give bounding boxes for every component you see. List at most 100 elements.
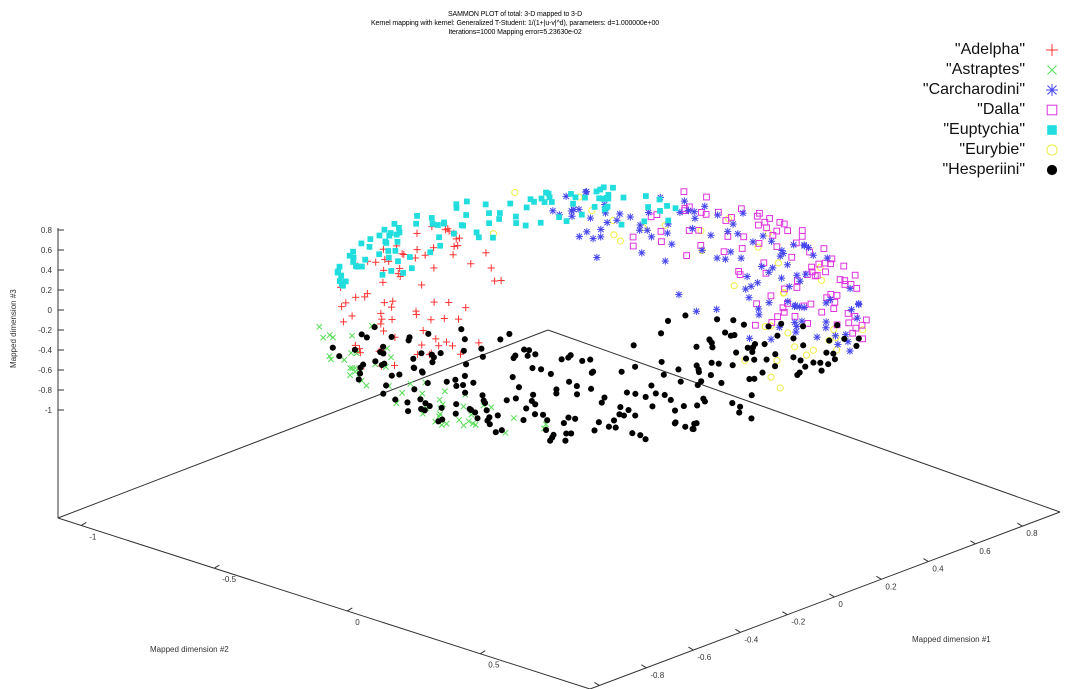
data-point: [395, 258, 401, 265]
data-point: [486, 210, 492, 217]
data-point: [512, 395, 519, 402]
data-point: [451, 230, 457, 237]
data-point: [709, 344, 716, 351]
data-point: [427, 249, 434, 256]
data-point: [573, 391, 581, 398]
data-point: [799, 323, 807, 330]
x-tick-mark: [970, 540, 976, 545]
data-point: [537, 219, 544, 226]
data-point: [329, 334, 336, 341]
data-point: [672, 205, 679, 212]
data-point: [541, 199, 548, 205]
legend-label: "Eurybie": [959, 141, 1025, 158]
data-point: [348, 312, 356, 320]
data-point: [777, 274, 786, 282]
data-point: [543, 189, 549, 196]
data-point: [780, 308, 788, 316]
data-point: [465, 418, 472, 425]
data-point: [475, 234, 482, 241]
data-point: [595, 419, 602, 426]
data-point: [383, 382, 390, 389]
data-point: [394, 238, 401, 245]
data-point: [378, 361, 385, 369]
data-point: [779, 289, 787, 297]
data-point: [419, 390, 426, 397]
data-point: [695, 368, 702, 376]
data-point: [591, 204, 598, 210]
axes-frame: [57, 228, 1061, 689]
data-point: [722, 329, 729, 336]
y-tick-mark: [81, 522, 87, 526]
data-point: [691, 214, 699, 222]
data-point: [387, 230, 394, 236]
data-point: [748, 392, 755, 399]
data-point: [626, 213, 634, 221]
data-point: [747, 282, 755, 290]
data-point: [498, 427, 505, 434]
data-point: [496, 216, 503, 222]
legend-marker: [1046, 84, 1058, 96]
data-point: [582, 188, 591, 196]
data-point: [556, 214, 563, 220]
data-point: [802, 270, 810, 278]
data-point: [363, 334, 370, 341]
data-point: [428, 215, 435, 221]
data-point: [840, 262, 848, 270]
data-point: [841, 277, 849, 284]
data-point: [637, 432, 644, 439]
data-point: [596, 195, 603, 202]
data-point: [387, 303, 396, 311]
data-point: [436, 396, 443, 403]
data-point: [638, 249, 646, 257]
data-point: [429, 244, 438, 252]
data-point: [388, 315, 396, 324]
data-point: [841, 335, 848, 342]
data-point: [834, 340, 842, 349]
data-point: [842, 330, 850, 339]
legend-symbol: [1046, 84, 1058, 96]
data-point: [562, 437, 569, 444]
data-point: [808, 268, 816, 276]
data-point: [490, 234, 496, 241]
data-point: [362, 256, 369, 263]
data-point: [779, 304, 787, 312]
data-point: [586, 214, 595, 222]
data-point: [776, 252, 784, 260]
data-point: [398, 250, 406, 258]
data-point: [326, 331, 333, 339]
data-point: [436, 234, 442, 241]
data-point: [767, 237, 776, 245]
data-point: [510, 414, 517, 422]
data-point: [563, 218, 570, 225]
data-point: [424, 380, 431, 387]
data-point: [754, 279, 762, 287]
data-point: [578, 211, 585, 218]
data-point: [479, 353, 486, 360]
data-point: [858, 321, 866, 329]
data-point: [761, 218, 769, 226]
data-point: [697, 208, 705, 216]
data-point: [730, 317, 737, 324]
data-point: [376, 232, 383, 239]
data-point: [701, 398, 708, 405]
data-point: [834, 322, 841, 329]
data-point: [547, 370, 554, 377]
data-point: [496, 210, 503, 216]
data-point: [486, 220, 492, 227]
data-point: [570, 200, 576, 207]
data-point: [618, 368, 625, 375]
data-point: [744, 344, 751, 351]
data-point: [352, 293, 360, 301]
data-point: [603, 218, 611, 227]
data-point: [797, 357, 804, 364]
data-point: [356, 349, 364, 357]
chart-subtitle: Kernel mapping with kernel: Generalized …: [370, 20, 660, 27]
z-tick-label: 0.8: [41, 226, 53, 235]
data-point: [791, 312, 799, 320]
data-point: [751, 356, 758, 363]
data-point: [742, 355, 750, 362]
data-point: [796, 369, 803, 376]
data-point: [759, 232, 767, 240]
data-point: [560, 420, 567, 427]
